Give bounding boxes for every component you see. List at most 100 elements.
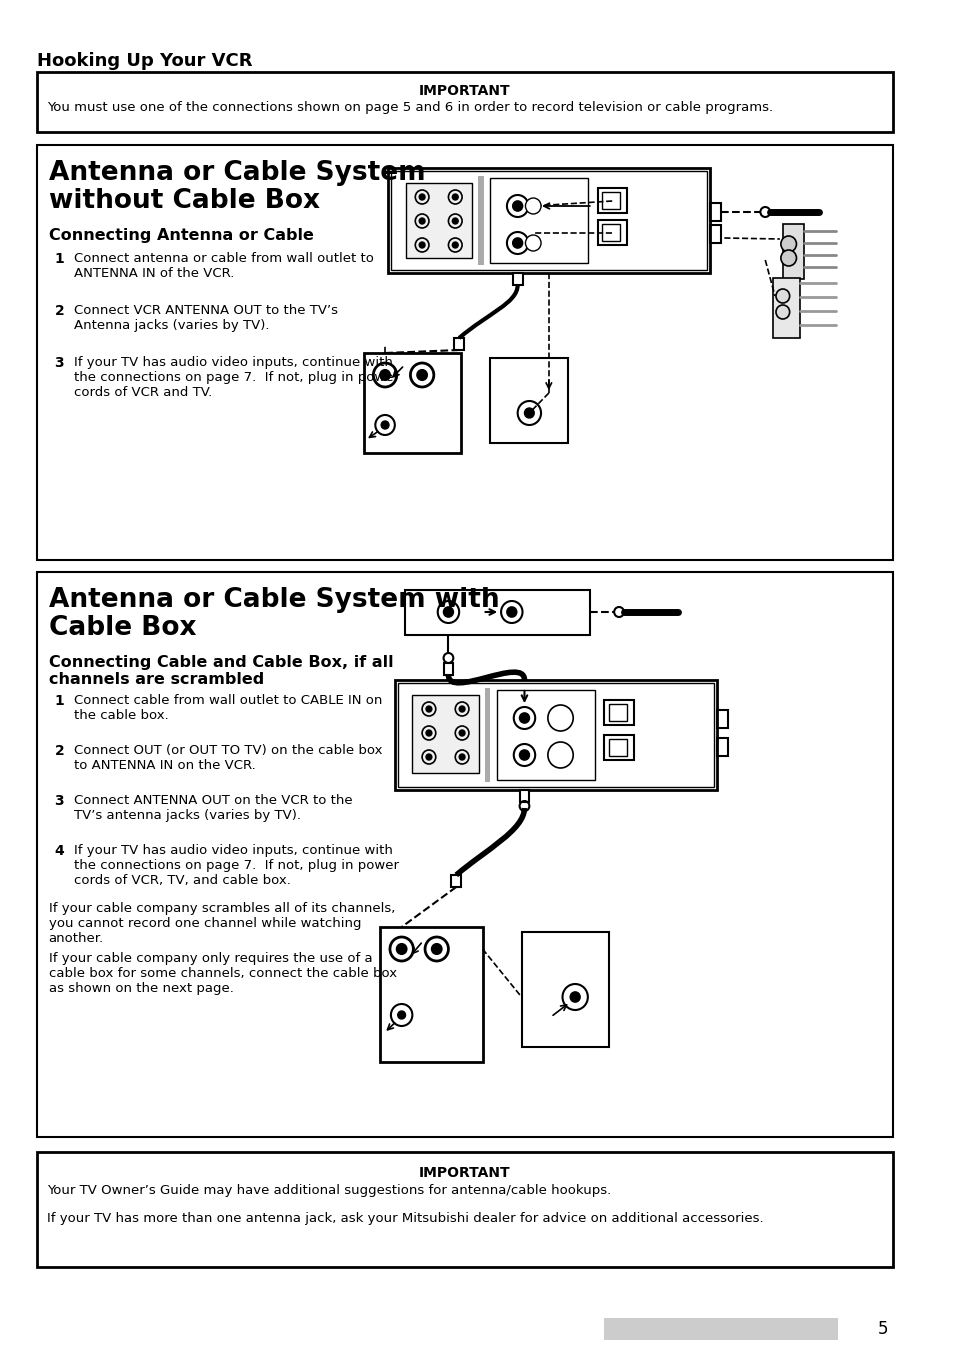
Bar [412,694,478,773]
Bar [709,203,720,222]
Text: Connect VCR ANTENNA OUT to the TV’s
Antenna jacks (varies by TV).: Connect VCR ANTENNA OUT to the TV’s Ante… [74,304,337,332]
Text: Connect OUT (or OUT TO TV) on the cable box
to ANTENNA IN on the VCR.: Connect OUT (or OUT TO TV) on the cable … [74,744,382,771]
Text: Connect antenna or cable from wall outlet to
ANTENNA IN of the VCR.: Connect antenna or cable from wall outle… [74,253,374,280]
Bar [451,875,460,888]
Circle shape [524,408,534,417]
Text: Antenna or Cable System: Antenna or Cable System [49,159,425,186]
Text: Hooking Up Your VCR: Hooking Up Your VCR [37,51,253,70]
Circle shape [519,750,529,761]
Bar [716,711,727,728]
Circle shape [396,944,406,954]
Bar [37,145,892,561]
Text: 3: 3 [54,357,64,370]
Bar [380,927,482,1062]
Bar [513,273,522,285]
Text: without Cable Box: without Cable Box [49,188,319,213]
Circle shape [416,370,427,380]
Circle shape [452,218,457,224]
Bar [391,172,706,270]
Bar [602,192,619,209]
Bar [521,932,609,1047]
Text: 1: 1 [54,694,64,708]
Text: If your cable company only requires the use of a
cable box for some channels, co: If your cable company only requires the … [49,952,396,994]
Text: IMPORTANT: IMPORTANT [418,84,510,99]
Circle shape [432,944,441,954]
Text: Antenna or Cable System with: Antenna or Cable System with [49,586,498,613]
Bar [490,178,587,263]
Circle shape [775,305,789,319]
Circle shape [570,992,579,1002]
Bar [454,338,463,350]
Bar [484,688,490,782]
Circle shape [525,235,540,251]
Circle shape [418,218,425,224]
Bar [519,790,529,802]
Text: 5: 5 [877,1320,887,1337]
Bar [497,690,594,780]
Circle shape [381,422,389,430]
Circle shape [426,754,432,761]
Text: If your TV has more than one antenna jack, ask your Mitsubishi dealer for advice: If your TV has more than one antenna jac… [47,1212,762,1225]
Bar [772,278,800,338]
Bar [490,358,568,443]
Text: 2: 2 [54,744,64,758]
Bar [443,663,453,676]
Circle shape [775,289,789,303]
Bar [37,571,892,1138]
Text: 2: 2 [54,304,64,317]
Text: Connect cable from wall outlet to CABLE IN on
the cable box.: Connect cable from wall outlet to CABLE … [74,694,382,721]
Circle shape [458,707,464,712]
Text: If your TV has audio video inputs, continue with
the connections on page 7.  If : If your TV has audio video inputs, conti… [74,357,398,399]
Text: Your TV Owner’s Guide may have additional suggestions for antenna/cable hookups.: Your TV Owner’s Guide may have additiona… [47,1183,611,1197]
Text: If your cable company scrambles all of its channels,
you cannot record one chann: If your cable company scrambles all of i… [49,902,395,944]
Bar [782,224,803,280]
Circle shape [418,195,425,200]
Text: 4: 4 [54,844,64,858]
Bar [604,735,633,761]
Bar [388,168,709,273]
Text: 1: 1 [54,253,64,266]
Bar [37,1152,892,1267]
Circle shape [781,250,796,266]
Circle shape [458,730,464,736]
Text: You must use one of the connections shown on page 5 and 6 in order to record tel: You must use one of the connections show… [47,101,772,113]
Bar [716,738,727,757]
Circle shape [781,236,796,253]
Circle shape [519,713,529,723]
Circle shape [397,1011,405,1019]
Text: Connect ANTENNA OUT on the VCR to the
TV’s antenna jacks (varies by TV).: Connect ANTENNA OUT on the VCR to the TV… [74,794,353,821]
Circle shape [513,238,522,249]
Bar [405,182,472,258]
Circle shape [458,754,464,761]
Circle shape [426,707,432,712]
Circle shape [380,370,390,380]
Text: Connecting Antenna or Cable: Connecting Antenna or Cable [49,228,314,243]
Bar [395,680,716,790]
Bar [604,700,633,725]
Bar [404,590,589,635]
Bar [709,226,720,243]
Bar [397,684,713,788]
Circle shape [418,242,425,249]
Circle shape [443,607,453,617]
Bar [477,176,483,265]
Bar [37,72,892,132]
Text: 3: 3 [54,794,64,808]
Circle shape [452,195,457,200]
Text: Cable Box: Cable Box [49,615,196,640]
Bar [609,739,626,757]
Bar [604,1319,838,1340]
Text: If your TV has audio video inputs, continue with
the connections on page 7.  If : If your TV has audio video inputs, conti… [74,844,398,888]
Bar [597,220,626,245]
Circle shape [506,607,517,617]
Bar [602,224,619,240]
Circle shape [513,201,522,211]
Text: IMPORTANT: IMPORTANT [418,1166,510,1179]
Text: Connecting Cable and Cable Box, if all
channels are scrambled: Connecting Cable and Cable Box, if all c… [49,655,393,688]
Circle shape [525,199,540,213]
Circle shape [452,242,457,249]
Bar [363,353,460,453]
Bar [609,704,626,721]
Bar [597,188,626,213]
Circle shape [426,730,432,736]
